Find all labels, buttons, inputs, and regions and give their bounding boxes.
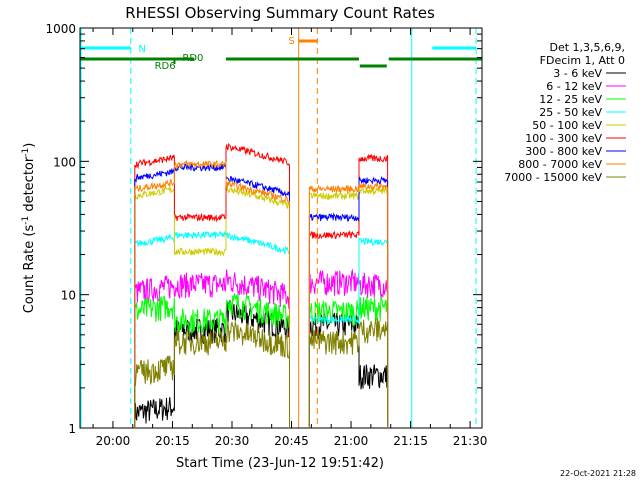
y-tick-label: 1 bbox=[68, 422, 76, 436]
x-tick-label: 21:30 bbox=[453, 434, 488, 448]
legend-label-8: 800 - 7000 keV bbox=[518, 158, 602, 171]
legend-header-1: Det 1,3,5,6,9, bbox=[549, 41, 625, 54]
x-tick-label: 21:15 bbox=[393, 434, 428, 448]
y-label-sup2: -1 bbox=[21, 148, 31, 157]
plot-frame bbox=[79, 27, 483, 429]
series-line-6 bbox=[134, 142, 389, 427]
y-label-end: ) bbox=[22, 143, 37, 148]
y-axis-label: Count Rate (s-1 detector-1) bbox=[21, 143, 37, 314]
y-tick-label: 1000 bbox=[45, 22, 76, 36]
legend: Det 1,3,5,6,9, FDecim 1, Att 0 3 - 6 keV… bbox=[504, 41, 626, 184]
legend-header-2: FDecim 1, Att 0 bbox=[540, 54, 625, 67]
series-line-3 bbox=[134, 292, 389, 427]
x-tick-label: 21:00 bbox=[334, 434, 369, 448]
y-axis: 1 10 100 1000 bbox=[45, 22, 482, 436]
legend-label-4: 25 - 50 keV bbox=[539, 106, 602, 119]
series-line-4 bbox=[134, 230, 389, 427]
y-label-sup1: -1 bbox=[21, 216, 31, 225]
legend-label-2: 6 - 12 keV bbox=[546, 80, 602, 93]
x-axis-label: Start Time (23-Jun-12 19:51:42) bbox=[176, 456, 384, 471]
rd6-label: RD6 bbox=[155, 61, 176, 72]
legend-label-9: 7000 - 15000 keV bbox=[504, 171, 602, 184]
series-line-9 bbox=[134, 318, 389, 427]
data-series bbox=[134, 142, 389, 427]
legend-label-7: 300 - 800 keV bbox=[525, 145, 602, 158]
chart-title: RHESSI Observing Summary Count Rates bbox=[125, 4, 435, 22]
legend-label-5: 50 - 100 keV bbox=[532, 119, 602, 132]
y-label-main: Count Rate (s bbox=[22, 225, 37, 314]
y-label-mid: detector bbox=[22, 156, 37, 216]
night-label: N bbox=[138, 44, 145, 55]
x-tick-label: 20:45 bbox=[274, 434, 309, 448]
y-tick-label: 100 bbox=[53, 155, 76, 169]
rd0-label: RD0 bbox=[182, 53, 203, 64]
legend-label-6: 100 - 300 keV bbox=[525, 132, 602, 145]
series-line-7 bbox=[134, 163, 389, 427]
saa-label: S bbox=[288, 36, 294, 47]
timestamp: 22-Oct-2021 21:28 bbox=[560, 469, 636, 478]
legend-label-3: 12 - 25 keV bbox=[539, 93, 602, 106]
x-tick-label: 20:15 bbox=[155, 434, 190, 448]
x-tick-label: 20:30 bbox=[215, 434, 250, 448]
series-line-8 bbox=[134, 159, 389, 427]
y-tick-label: 10 bbox=[61, 289, 76, 303]
series-line-5 bbox=[134, 186, 389, 427]
series-line-1 bbox=[134, 299, 389, 427]
x-tick-label: 20:00 bbox=[96, 434, 131, 448]
x-axis: 20:00 20:15 20:30 20:45 21:00 21:15 21:30 bbox=[92, 28, 488, 448]
annotation-bars: N S RD0 RD6 bbox=[80, 28, 482, 428]
series-line-2 bbox=[134, 268, 389, 427]
legend-label-1: 3 - 6 keV bbox=[553, 67, 602, 80]
